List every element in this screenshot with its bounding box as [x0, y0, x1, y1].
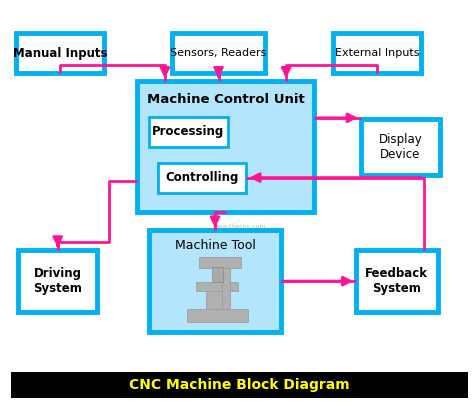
- FancyBboxPatch shape: [187, 309, 247, 322]
- FancyBboxPatch shape: [137, 81, 314, 213]
- FancyBboxPatch shape: [158, 163, 246, 192]
- Text: Processing: Processing: [152, 125, 224, 138]
- FancyBboxPatch shape: [148, 230, 282, 332]
- Text: Sensors, Readers: Sensors, Readers: [170, 48, 267, 58]
- Text: Feedback
System: Feedback System: [365, 267, 428, 295]
- FancyBboxPatch shape: [356, 250, 438, 312]
- Text: External Inputs: External Inputs: [335, 48, 419, 58]
- Text: Manual Inputs: Manual Inputs: [13, 47, 107, 60]
- FancyBboxPatch shape: [199, 257, 241, 268]
- FancyBboxPatch shape: [172, 33, 265, 73]
- FancyBboxPatch shape: [206, 289, 229, 309]
- FancyBboxPatch shape: [196, 282, 238, 291]
- FancyBboxPatch shape: [361, 119, 440, 174]
- Text: Driving
System: Driving System: [33, 267, 82, 295]
- FancyBboxPatch shape: [148, 117, 228, 147]
- Text: Display
Device: Display Device: [378, 133, 422, 161]
- FancyBboxPatch shape: [212, 267, 223, 282]
- FancyBboxPatch shape: [18, 250, 97, 312]
- FancyBboxPatch shape: [222, 263, 230, 309]
- FancyBboxPatch shape: [333, 33, 421, 73]
- FancyBboxPatch shape: [11, 372, 468, 398]
- FancyBboxPatch shape: [16, 33, 104, 73]
- Text: Controlling: Controlling: [165, 171, 239, 184]
- Text: CNC Machine Block Diagram: CNC Machine Block Diagram: [129, 378, 350, 392]
- Text: Machine Control Unit: Machine Control Unit: [146, 93, 304, 106]
- Text: Machine Tool: Machine Tool: [174, 239, 255, 252]
- Text: www.thecnc.com: www.thecnc.com: [213, 224, 266, 229]
